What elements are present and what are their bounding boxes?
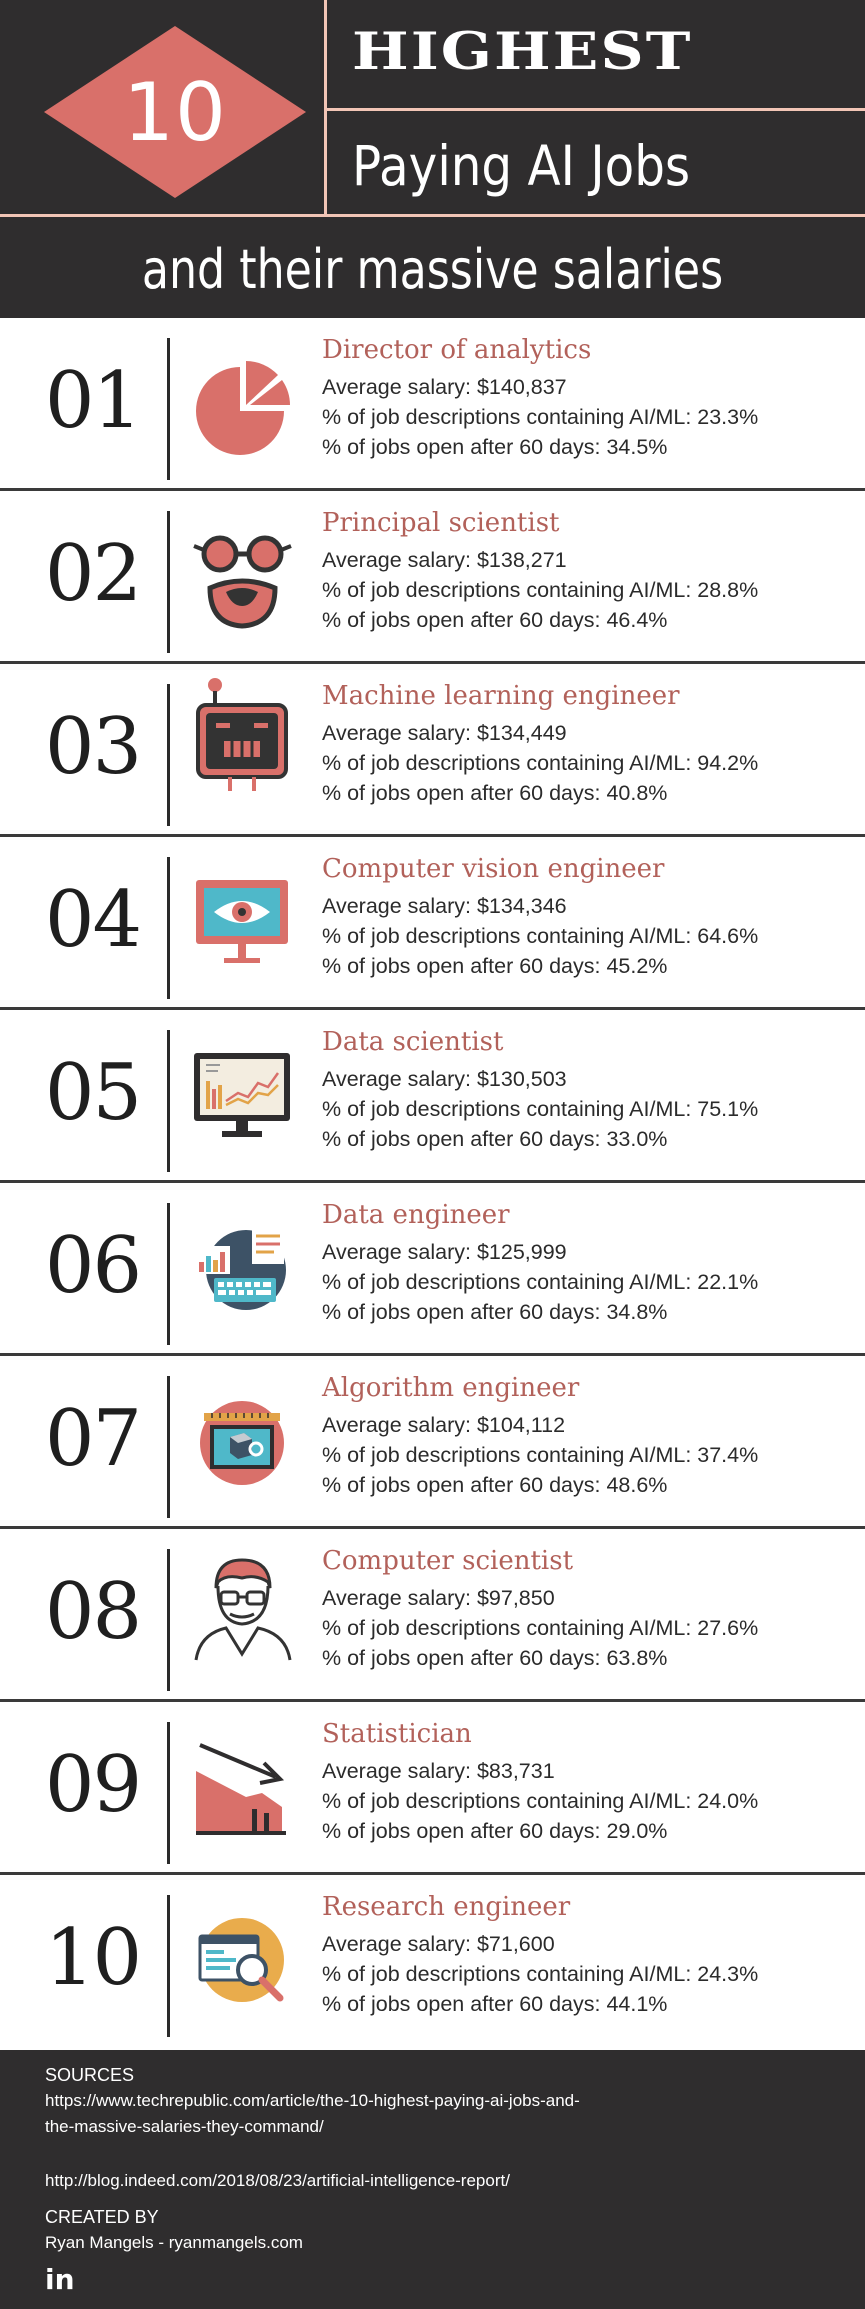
cube-blueprint-icon	[190, 1391, 295, 1496]
rank-divider	[167, 511, 170, 653]
rank-divider	[167, 1549, 170, 1691]
job-salary: Average salary: $140,837	[322, 375, 567, 399]
job-ai-ml: % of job descriptions containing AI/ML: …	[322, 751, 759, 775]
subtitle: and their massive salaries	[141, 238, 724, 301]
job-open: % of jobs open after 60 days: 63.8%	[322, 1646, 668, 1670]
job-rank: 06	[44, 1221, 142, 1311]
job-rank: 04	[44, 875, 142, 965]
source-link-indeed[interactable]: http://blog.indeed.com/2018/08/23/artifi…	[45, 2171, 510, 2190]
diamond-shape	[44, 26, 306, 198]
job-rank: 02	[44, 529, 142, 619]
job-open: % of jobs open after 60 days: 29.0%	[322, 1819, 668, 1843]
number-diamond: 10	[44, 26, 306, 198]
job-row: 09 Statistician Average salary: $83,731 …	[0, 1702, 865, 1875]
job-salary: Average salary: $97,850	[322, 1586, 555, 1610]
job-open: % of jobs open after 60 days: 40.8%	[322, 781, 668, 805]
job-title: Algorithm engineer	[322, 1373, 580, 1403]
job-rank: 09	[44, 1740, 142, 1830]
keyboard-report-icon	[190, 1218, 295, 1323]
header-horizontal-divider	[0, 214, 865, 217]
job-ai-ml: % of job descriptions containing AI/ML: …	[322, 1616, 759, 1640]
header: 10 HIGHEST Paying AI Jobs and their mass…	[0, 0, 865, 318]
source-link-techrepublic[interactable]: https://www.techrepublic.com/article/the…	[45, 2091, 580, 2136]
rank-divider	[167, 1203, 170, 1345]
job-title: Data scientist	[322, 1027, 504, 1057]
rank-divider	[167, 1030, 170, 1172]
linkedin-icon[interactable]: in	[45, 2263, 75, 2296]
footer: SOURCES https://www.techrepublic.com/art…	[0, 2050, 865, 2309]
sources-label: SOURCES	[45, 2065, 135, 2085]
job-ai-ml: % of job descriptions containing AI/ML: …	[322, 1789, 759, 1813]
job-salary: Average salary: $83,731	[322, 1759, 555, 1783]
person-glasses-icon	[190, 1558, 295, 1669]
job-rank: 03	[44, 702, 142, 792]
job-title: Research engineer	[322, 1892, 571, 1922]
job-ai-ml: % of job descriptions containing AI/ML: …	[322, 578, 759, 602]
job-open: % of jobs open after 60 days: 46.4%	[322, 608, 668, 632]
job-row: 01 Director of analytics Average salary:…	[0, 318, 865, 491]
job-ai-ml: % of job descriptions containing AI/ML: …	[322, 1097, 759, 1121]
job-title: Data engineer	[322, 1200, 510, 1230]
job-row: 08 Computer scientist Average salary: $9…	[0, 1529, 865, 1702]
job-row: 04 Computer vision engineer Average sala…	[0, 837, 865, 1010]
rank-divider	[167, 1722, 170, 1864]
chart-monitor-icon	[190, 1045, 295, 1150]
job-rank: 08	[44, 1567, 142, 1657]
job-salary: Average salary: $125,999	[322, 1240, 567, 1264]
robot-icon	[190, 678, 295, 804]
job-title: Computer scientist	[322, 1546, 574, 1576]
job-row: 02 Principal scientist Average salary: $…	[0, 491, 865, 664]
job-title: Computer vision engineer	[322, 854, 665, 884]
title-paying-ai-jobs: Paying AI Jobs	[352, 134, 691, 198]
job-title: Machine learning engineer	[322, 681, 680, 711]
job-list: 01 Director of analytics Average salary:…	[0, 318, 865, 2050]
rank-divider	[167, 1895, 170, 2037]
rank-divider	[167, 1376, 170, 1518]
job-rank: 07	[44, 1394, 142, 1484]
job-row: 03 Machine learning eng	[0, 664, 865, 837]
job-title: Principal scientist	[322, 508, 560, 538]
rank-divider	[167, 684, 170, 826]
job-ai-ml: % of job descriptions containing AI/ML: …	[322, 1270, 759, 1294]
created-by-label: CREATED BY	[45, 2207, 159, 2227]
rank-divider	[167, 857, 170, 999]
job-row: 06	[0, 1183, 865, 1356]
job-open: % of jobs open after 60 days: 34.5%	[322, 435, 668, 459]
job-salary: Average salary: $104,112	[322, 1413, 566, 1437]
job-open: % of jobs open after 60 days: 45.2%	[322, 954, 668, 978]
job-salary: Average salary: $134,449	[322, 721, 567, 745]
job-salary: Average salary: $138,271	[322, 548, 567, 572]
rank-divider	[167, 338, 170, 480]
job-ai-ml: % of job descriptions containing AI/ML: …	[322, 405, 759, 429]
job-open: % of jobs open after 60 days: 34.8%	[322, 1300, 668, 1324]
job-rank: 01	[44, 356, 142, 446]
job-ai-ml: % of job descriptions containing AI/ML: …	[322, 924, 759, 948]
job-open: % of jobs open after 60 days: 48.6%	[322, 1473, 668, 1497]
eye-monitor-icon	[190, 872, 295, 977]
declining-chart-icon	[190, 1737, 295, 1842]
pie-chart-icon	[190, 353, 295, 458]
title-highest: HIGHEST	[352, 22, 693, 82]
job-title: Statistician	[322, 1719, 472, 1749]
job-open: % of jobs open after 60 days: 33.0%	[322, 1127, 668, 1151]
magnifier-screen-icon	[190, 1910, 295, 2015]
job-row: 10 Research engineer Average salary: $71…	[0, 1875, 865, 2050]
header-mid-divider	[324, 108, 865, 111]
job-row: 05 Data scientist Average sa	[0, 1010, 865, 1183]
author-credit[interactable]: Ryan Mangels - ryanmangels.com	[45, 2233, 303, 2252]
job-salary: Average salary: $130,503	[322, 1067, 567, 1091]
job-title: Director of analytics	[322, 335, 592, 365]
job-open: % of jobs open after 60 days: 44.1%	[322, 1992, 668, 2016]
job-row: 07 A	[0, 1356, 865, 1529]
glasses-beard-icon	[190, 526, 295, 631]
job-salary: Average salary: $134,346	[322, 894, 567, 918]
job-ai-ml: % of job descriptions containing AI/ML: …	[322, 1962, 759, 1986]
header-number: 10	[123, 65, 227, 159]
job-rank: 05	[44, 1048, 142, 1138]
job-salary: Average salary: $71,600	[322, 1932, 555, 1956]
job-rank: 10	[44, 1913, 142, 2003]
job-ai-ml: % of job descriptions containing AI/ML: …	[322, 1443, 759, 1467]
